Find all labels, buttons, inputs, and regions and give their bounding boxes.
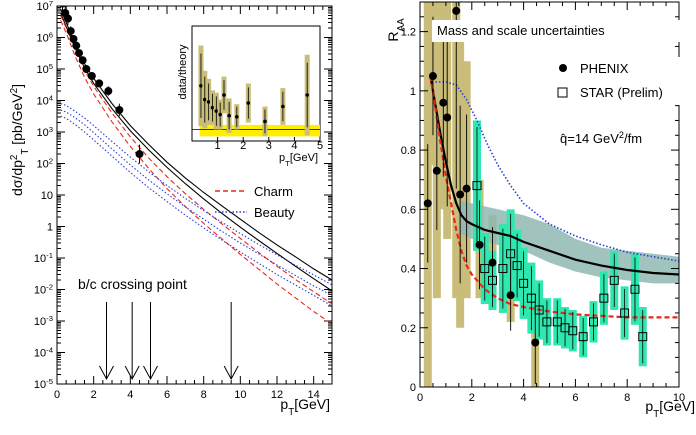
- phenix-point: [429, 72, 437, 80]
- phenix-point: [531, 339, 539, 347]
- x-tick-label: 0: [417, 392, 423, 404]
- inset-point: [305, 93, 309, 97]
- data-point: [115, 106, 123, 114]
- annotation-text: Mass and scale uncertainties: [437, 23, 605, 38]
- data-point: [82, 65, 90, 73]
- inset-x-tick-label: 1: [215, 140, 221, 152]
- phenix-point: [443, 114, 451, 122]
- y-tick-label: 0.8: [401, 145, 416, 157]
- y-tick-label: 0.2: [401, 323, 416, 335]
- y-tick-label: 10-5: [34, 377, 53, 392]
- x-tick-label: 2: [469, 392, 475, 404]
- y-tick-label: 0.6: [401, 204, 416, 216]
- x-axis-title: pT[GeV]: [645, 398, 695, 420]
- x-tick-label: 8: [624, 392, 630, 404]
- data-point: [72, 42, 80, 50]
- legend-label: Beauty: [254, 205, 295, 220]
- legend-star-label: STAR (Prelim): [580, 85, 663, 100]
- y-tick-label: 0.4: [401, 264, 416, 276]
- data-point: [64, 15, 72, 23]
- data-point: [79, 56, 87, 64]
- y-tick-label: 10-3: [34, 314, 53, 329]
- inset-point: [281, 105, 285, 109]
- phenix-point: [489, 259, 497, 267]
- y-tick-label: 107: [36, 0, 53, 13]
- inset-y-title: data/theory: [177, 44, 189, 100]
- inset-point: [227, 114, 231, 118]
- x-tick-label: 10: [234, 389, 246, 401]
- y-tick-label: 10-4: [34, 345, 54, 360]
- data-point: [67, 27, 75, 35]
- data-point: [95, 79, 103, 87]
- y-tick-label: 105: [36, 62, 53, 77]
- data-point: [88, 72, 96, 80]
- phenix-point: [452, 7, 460, 15]
- legend-phenix-label: PHENIX: [580, 61, 629, 76]
- inset-x-tick-label: 3: [266, 140, 272, 152]
- data-point: [104, 87, 112, 95]
- phenix-point: [439, 99, 447, 107]
- phenix-point: [476, 241, 484, 249]
- x-tick-label: 4: [127, 389, 133, 401]
- inset-point: [203, 98, 207, 102]
- inset-point: [215, 109, 219, 113]
- inset-point: [235, 115, 239, 119]
- y-axis-title: dσ/dp2T [pb/GeV2]: [9, 84, 31, 196]
- phenix-point: [433, 167, 441, 175]
- x-tick-label: 8: [201, 389, 207, 401]
- inset-x-title: pT[GeV]: [279, 152, 318, 168]
- y-tick-label: 1: [47, 222, 53, 234]
- phenix-point: [456, 191, 464, 199]
- y-tick-label: 104: [36, 93, 53, 108]
- y-tick-label: 10: [41, 190, 53, 202]
- x-tick-label: 4: [521, 392, 527, 404]
- x-tick-label: 6: [572, 392, 578, 404]
- x-tick-label: 2: [91, 389, 97, 401]
- y-tick-label: 106: [36, 30, 53, 45]
- legend-phenix-marker: [559, 64, 567, 72]
- data-point: [75, 49, 83, 57]
- phenix-point: [424, 199, 432, 207]
- y-tick-label: 103: [36, 125, 53, 140]
- x-tick-label: 0: [54, 389, 60, 401]
- y-tick-label: 102: [36, 156, 53, 171]
- x-axis-title: pT[GeV]: [280, 396, 330, 418]
- legend-label: Charm: [254, 184, 293, 199]
- inset-x-tick-label: 4: [291, 140, 297, 152]
- crossing-label: b/c crossing point: [78, 276, 187, 292]
- inset-x-tick-label: 5: [317, 140, 323, 152]
- inset-point: [211, 106, 215, 110]
- inset-x-tick-label: 2: [240, 140, 246, 152]
- qhat-label: q̂=14 GeV2/fm: [560, 130, 642, 146]
- inset-point: [247, 101, 251, 105]
- data-point: [136, 150, 144, 158]
- x-tick-label: 6: [164, 389, 170, 401]
- y-tick-label: 10-2: [34, 282, 53, 297]
- y-tick-label: 1: [410, 86, 416, 98]
- phenix-point: [507, 291, 515, 299]
- inset-point: [199, 84, 203, 88]
- inset-point: [218, 113, 222, 117]
- y-tick-label: 10-1: [34, 251, 53, 266]
- inset-point: [263, 120, 267, 124]
- y-tick-label: 0: [410, 382, 416, 394]
- inset-point: [207, 100, 211, 104]
- inset-point: [222, 93, 226, 97]
- phenix-point: [463, 185, 471, 193]
